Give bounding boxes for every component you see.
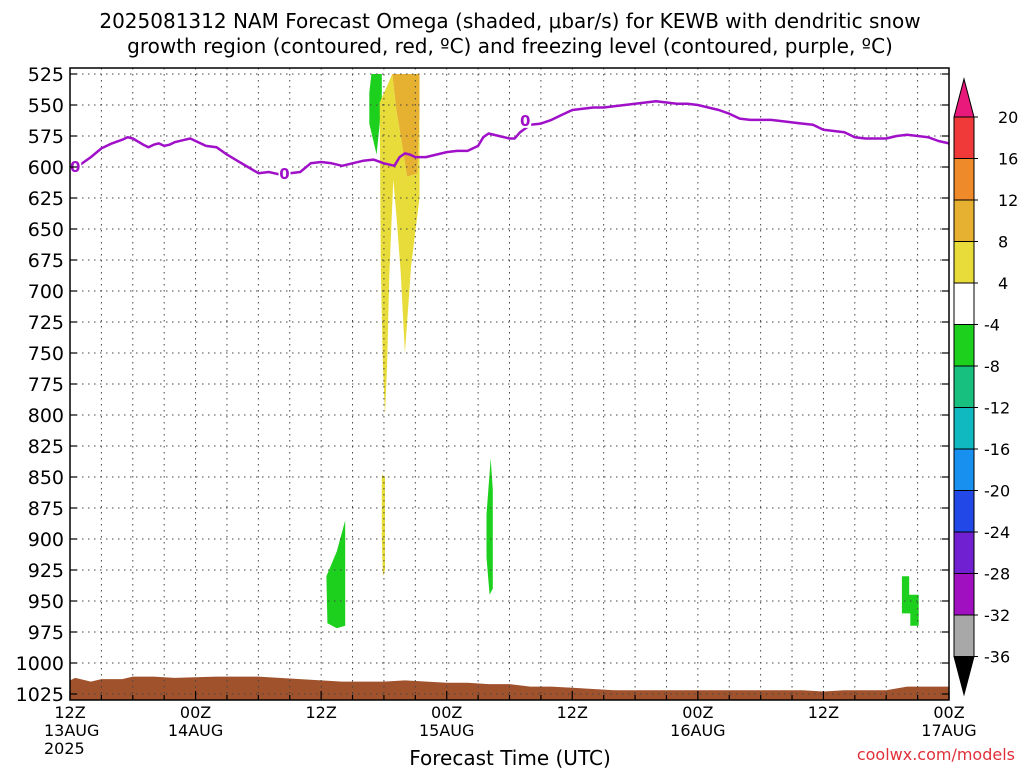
colorbar-bin--20 [953, 448, 975, 491]
y-tick-label-725: 725 [28, 312, 64, 334]
colorbar-label--32: -32 [984, 606, 1010, 625]
grid-lines [70, 68, 949, 700]
x-tick-label-36-1: 00Z [431, 703, 462, 722]
omega-region-2 [379, 74, 420, 415]
chart-title-line1: 2025081312 NAM Forecast Omega (shaded, μ… [99, 9, 920, 33]
y-tick-label-525: 525 [28, 64, 64, 86]
colorbar-bin--16 [953, 407, 975, 450]
freezing-label-bg-1 [278, 164, 291, 182]
omega-region-5 [486, 458, 493, 595]
y-tick-label-775: 775 [28, 374, 64, 396]
y-tick-label-550: 550 [28, 95, 64, 117]
terrain-area [70, 676, 949, 700]
y-tick-label-950: 950 [28, 591, 64, 613]
x-tick-label-84-1: 00Z [933, 703, 964, 722]
x-tick-label-24-1: 12Z [305, 703, 336, 722]
x-tick-label-0-1: 12Z [54, 703, 85, 722]
chart-title-line2: growth region (contoured, red, ºC) and f… [127, 34, 893, 58]
y-tick-label-750: 750 [28, 343, 64, 365]
colorbar-label--4: -4 [984, 316, 1000, 335]
y-tick-label-875: 875 [28, 498, 64, 520]
colorbar-label--28: -28 [984, 565, 1010, 584]
y-tick-label-650: 650 [28, 219, 64, 241]
y-tick-label-575: 575 [28, 126, 64, 148]
freezing-label-1: 0 [279, 165, 289, 183]
y-tick-label-850: 850 [28, 467, 64, 489]
colorbar-label--20: -20 [984, 482, 1010, 501]
colorbar-bin--32 [953, 573, 975, 616]
x-tick-label-48-1: 12Z [557, 703, 588, 722]
colorbar-bin-4 [953, 241, 975, 284]
freezing-label-2: 0 [520, 112, 530, 130]
omega-region-3 [381, 474, 385, 577]
colorbar-bin-8 [953, 199, 975, 242]
colorbar-bin--8 [953, 324, 975, 367]
y-axis: 525 550 575 600 625 650 675 700 725 750 775 800 825 8… [16, 64, 949, 706]
y-tick-label-675: 675 [28, 250, 64, 272]
y-tick-label-925: 925 [28, 560, 64, 582]
omega-region-4 [326, 520, 346, 629]
omega-region-0 [369, 74, 382, 155]
colorbar-bin-16 [953, 116, 975, 159]
x-axis-label: Forecast Time (UTC) [409, 746, 611, 768]
colorbar-label-20: 20 [998, 108, 1018, 127]
colorbar-bin--4 [953, 282, 975, 325]
colorbar-bin-12 [953, 158, 975, 201]
y-tick-label-1025: 1025 [16, 684, 64, 706]
terrain [70, 676, 949, 700]
freezing-level-line [69, 100, 950, 176]
y-tick-label-625: 625 [28, 188, 64, 210]
y-tick-label-800: 800 [28, 405, 64, 427]
colorbar-label--24: -24 [984, 523, 1010, 542]
colorbar-label-8: 8 [998, 233, 1008, 252]
y-tick-label-600: 600 [28, 157, 64, 179]
x-tick-label-36-2: 15AUG [419, 721, 474, 740]
omega-region-1 [392, 74, 420, 177]
x-tick-label-12-1: 00Z [180, 703, 211, 722]
y-tick-label-825: 825 [28, 436, 64, 458]
x-tick-label-60-1: 00Z [682, 703, 713, 722]
colorbar-label--8: -8 [984, 357, 1000, 376]
colorbar-label-16: 16 [998, 150, 1018, 169]
colorbar-bin--36 [953, 614, 975, 657]
colorbar-label--36: -36 [984, 648, 1010, 667]
y-tick-label-900: 900 [28, 529, 64, 551]
plot-frame [69, 67, 950, 701]
y-tick-label-975: 975 [28, 622, 64, 644]
colorbar: 20 16 12 8 4 -4 -8 -12 -16 -20 -24 -28 -32 -36 [953, 77, 1018, 697]
colorbar-bin--24 [953, 490, 975, 533]
colorbar-bin-20 [953, 77, 975, 118]
credit-text: coolwx.com/models [857, 745, 1015, 764]
colorbar-label--16: -16 [984, 440, 1010, 459]
y-tick-label-1000: 1000 [16, 653, 64, 675]
x-tick-label-0-3: 2025 [44, 739, 85, 758]
x-tick-label-0-2: 13AUG [44, 721, 99, 740]
x-tick-label-12-2: 14AUG [168, 721, 223, 740]
x-tick-label-60-2: 16AUG [670, 721, 725, 740]
colorbar-bin--12 [953, 365, 975, 408]
colorbar-label-4: 4 [998, 274, 1008, 293]
colorbar-bin--40 [953, 656, 975, 697]
y-tick-label-700: 700 [28, 281, 64, 303]
x-tick-label-72-1: 12Z [808, 703, 839, 722]
colorbar-label--12: -12 [984, 399, 1010, 418]
freezing-label-bg-0 [69, 156, 82, 174]
colorbar-bin--28 [953, 531, 975, 574]
freezing-label-bg-2 [519, 110, 532, 128]
x-tick-label-84-2: 17AUG [921, 721, 976, 740]
colorbar-label-12: 12 [998, 191, 1018, 210]
